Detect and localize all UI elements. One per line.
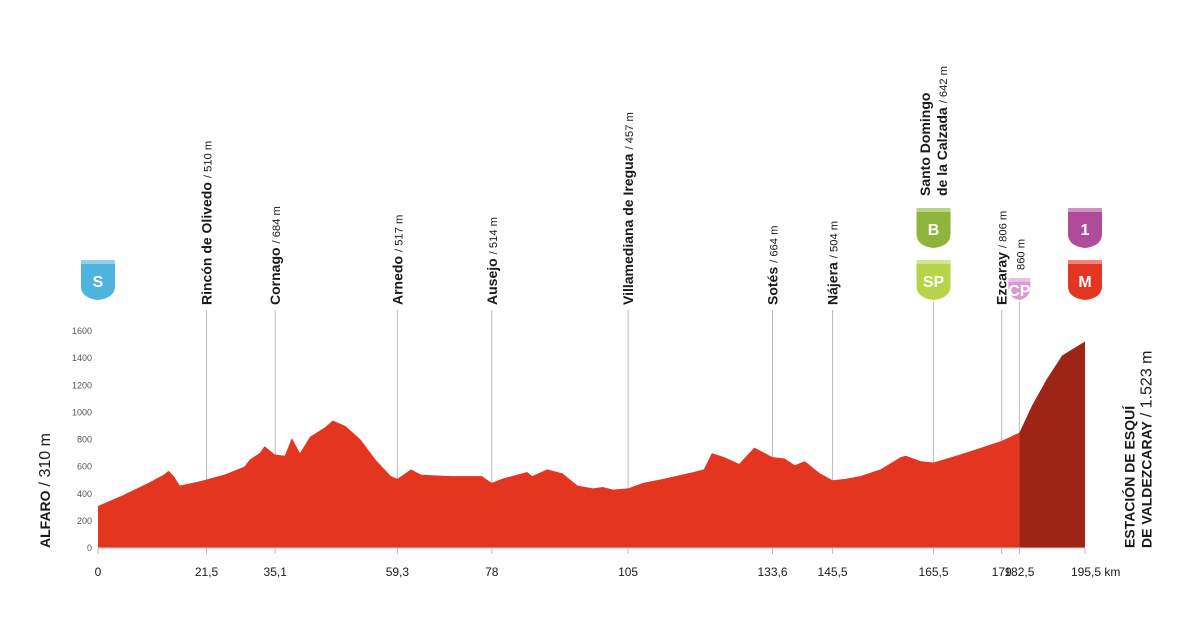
start-label-text: ALFARO / 310 m bbox=[37, 433, 54, 548]
annotation-text: Ausejo / 514 m bbox=[484, 217, 500, 305]
annotation: Ausejo / 514 m bbox=[484, 217, 500, 305]
annotation: Cornago / 684 m bbox=[267, 206, 283, 305]
annotation-name: Nájera bbox=[825, 262, 841, 305]
finish-label-name: DE VALDEZCARAY bbox=[1139, 421, 1155, 548]
annotation: Santo Domingo de la Calzada / 642 m bbox=[917, 66, 950, 196]
x-tick-label: 78 bbox=[485, 565, 499, 579]
finish-label-text: DE VALDEZCARAY / 1.523 m bbox=[1139, 351, 1156, 549]
badge-label: 1 bbox=[1081, 222, 1090, 239]
badge bbox=[1008, 282, 1031, 300]
annotation-text: de la Calzada / 642 m bbox=[934, 66, 950, 196]
x-tick-label: 0 bbox=[95, 565, 102, 579]
badge bbox=[1068, 264, 1102, 300]
annotation-altitude: / 504 m bbox=[829, 221, 841, 258]
x-tick-label: 179 bbox=[992, 565, 1012, 579]
annotation-text: Villamediana de Iregua / 457 m bbox=[620, 112, 636, 305]
x-tick-label: 195,5 km bbox=[1071, 565, 1120, 579]
annotation-altitude: / 642 m bbox=[938, 66, 950, 103]
y-tick-label: 1400 bbox=[72, 353, 92, 363]
annotation-name: Arnedo bbox=[389, 256, 405, 305]
y-tick-label: 400 bbox=[77, 489, 92, 499]
annotation-name: Villamediana de Iregua bbox=[620, 153, 636, 305]
y-tick-label: 600 bbox=[77, 462, 92, 472]
annotation-altitude: / 684 m bbox=[271, 206, 283, 243]
annotation-altitude: 860 m bbox=[1015, 239, 1027, 270]
annotation: 860 m bbox=[1015, 239, 1027, 270]
annotation: Ezcaray / 806 m bbox=[994, 211, 1010, 305]
annotation-name: Sotés bbox=[764, 267, 780, 305]
x-tick-label: 133,6 bbox=[757, 565, 787, 579]
finish-label: ESTACIÓN DE ESQUÍ DE VALDEZCARAY / 1.523 m bbox=[1121, 351, 1156, 549]
elevation-area bbox=[1019, 341, 1085, 548]
badge-label: SP bbox=[923, 274, 945, 291]
annotation-text: 860 m bbox=[1015, 239, 1027, 270]
x-tick-label: 21,5 bbox=[195, 565, 219, 579]
annotation-text: Sotés / 664 m bbox=[764, 226, 780, 305]
annotation-name: de la Calzada bbox=[934, 107, 950, 196]
badge bbox=[916, 264, 951, 300]
elevation-area bbox=[98, 420, 1020, 548]
x-tick-label: 59,3 bbox=[386, 565, 410, 579]
annotation-text: Arnedo / 517 m bbox=[389, 215, 405, 305]
x-tick-label: 105 bbox=[618, 565, 638, 579]
badge-lip bbox=[81, 260, 115, 265]
x-tick-label: 145,5 bbox=[818, 565, 848, 579]
annotation-text: Nájera / 504 m bbox=[825, 221, 841, 305]
start-label-altitude: / 310 m bbox=[37, 433, 54, 486]
annotation: Nájera / 504 m bbox=[825, 221, 841, 305]
badge-lip bbox=[1068, 260, 1102, 265]
finish-label-name: ESTACIÓN DE ESQUÍ bbox=[1121, 405, 1138, 548]
annotation-name: Cornago bbox=[267, 247, 283, 305]
annotation-name: Santo Domingo bbox=[917, 93, 933, 196]
annotation-altitude: / 510 m bbox=[203, 141, 215, 178]
x-tick-label: 165,5 bbox=[919, 565, 949, 579]
annotation-text: Cornago / 684 m bbox=[267, 206, 283, 305]
y-tick-label: 1200 bbox=[72, 380, 92, 390]
badge-label: CP bbox=[1008, 283, 1031, 300]
badge-label: M bbox=[1078, 274, 1091, 291]
annotation-altitude: / 664 m bbox=[768, 226, 780, 263]
badge-lip bbox=[1008, 278, 1031, 283]
badge-label: B bbox=[928, 222, 940, 239]
annotation-name: Rincón de Olivedo bbox=[199, 182, 215, 305]
start-label-name: ALFARO bbox=[37, 490, 53, 548]
x-tick-label: 182,5 bbox=[1004, 565, 1034, 579]
annotation-altitude: / 514 m bbox=[488, 217, 500, 254]
annotation: Sotés / 664 m bbox=[764, 226, 780, 305]
y-tick-label: 0 bbox=[87, 543, 92, 553]
x-tick-label: 35,1 bbox=[264, 565, 288, 579]
annotation-text: Santo Domingo bbox=[917, 93, 933, 196]
annotation-altitude: / 517 m bbox=[393, 215, 405, 252]
badge-label: S bbox=[93, 274, 104, 291]
y-tick-label: 200 bbox=[77, 516, 92, 526]
annotation-text: Ezcaray / 806 m bbox=[994, 211, 1010, 305]
annotation-altitude: / 806 m bbox=[998, 211, 1010, 248]
start-label: ALFARO / 310 m bbox=[37, 433, 54, 548]
badge bbox=[1068, 212, 1102, 248]
annotation-altitude: / 457 m bbox=[624, 112, 636, 149]
finish-label-altitude: / 1.523 m bbox=[1139, 351, 1156, 418]
badge-lip bbox=[916, 260, 951, 265]
badge-lip bbox=[1068, 208, 1102, 213]
badge bbox=[81, 264, 115, 300]
annotation: Arnedo / 517 m bbox=[389, 215, 405, 305]
badge bbox=[916, 212, 951, 248]
annotation-name: Ausejo bbox=[484, 258, 500, 305]
y-tick-label: 1600 bbox=[72, 326, 92, 336]
annotation: Villamediana de Iregua / 457 m bbox=[620, 112, 636, 305]
annotation-text: Rincón de Olivedo / 510 m bbox=[199, 141, 215, 305]
annotation-name: Ezcaray bbox=[994, 252, 1010, 305]
badge-lip bbox=[916, 208, 951, 213]
y-tick-label: 1000 bbox=[72, 407, 92, 417]
annotation: Rincón de Olivedo / 510 m bbox=[199, 141, 215, 305]
y-tick-label: 800 bbox=[77, 435, 92, 445]
finish-label-text: ESTACIÓN DE ESQUÍ bbox=[1121, 405, 1138, 548]
